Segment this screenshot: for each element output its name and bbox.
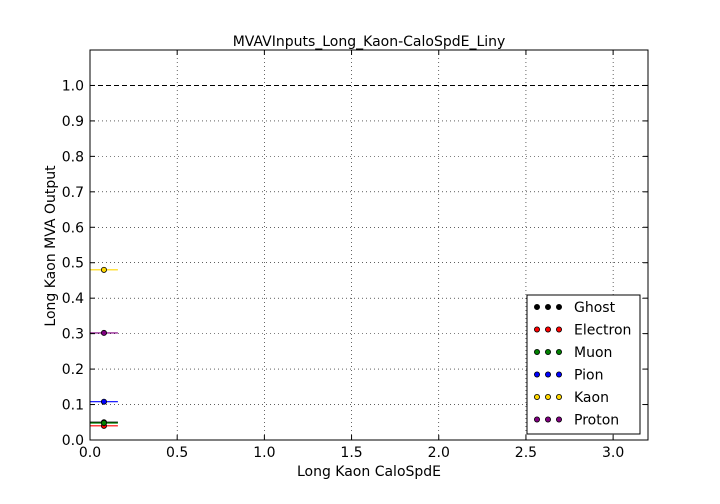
data-point xyxy=(100,266,107,273)
data-point xyxy=(100,419,107,426)
legend-marker xyxy=(556,326,563,333)
legend-label: Proton xyxy=(574,413,619,429)
y-axis-ticks: 0.0 0.1 0.2 0.3 0.4 0.5 0.6 0.7 0.8 0.9 1.0 xyxy=(62,78,648,449)
y-tick-label: 0.9 xyxy=(62,114,84,130)
legend-marker xyxy=(534,371,541,378)
legend-entry-pion: Pion xyxy=(534,368,603,384)
legend-label: Muon xyxy=(574,345,612,361)
legend-label: Ghost xyxy=(574,300,616,316)
legend-marker xyxy=(545,348,552,355)
y-tick-label: 1.0 xyxy=(62,78,84,94)
y-axis-title: Long Kaon MVA Output xyxy=(43,165,59,327)
legend-entry-muon: Muon xyxy=(534,345,612,361)
legend-marker xyxy=(545,326,552,333)
series-pion xyxy=(90,398,118,405)
x-tick-label: 2.5 xyxy=(515,445,537,461)
legend-entry-kaon: Kaon xyxy=(534,390,609,406)
legend-label: Pion xyxy=(574,368,603,384)
y-tick-label: 0.7 xyxy=(62,185,84,201)
x-axis-ticks: 0.0 0.5 1.0 1.5 2.0 2.5 3.0 xyxy=(79,50,624,461)
series-kaon xyxy=(90,266,118,273)
x-tick-label: 2.0 xyxy=(428,445,450,461)
series-muon xyxy=(90,419,118,426)
y-tick-label: 0.1 xyxy=(62,398,84,414)
legend-entry-proton: Proton xyxy=(534,413,619,429)
plot-frame xyxy=(89,49,649,441)
legend-entry-electron: Electron xyxy=(534,323,631,339)
y-tick-label: 0.4 xyxy=(62,291,84,307)
legend: Ghost Electron Muon Pion Kaon Proton xyxy=(526,294,641,435)
y-tick-label: 0.6 xyxy=(62,220,84,236)
data-point xyxy=(100,329,107,336)
data-point xyxy=(100,398,107,405)
legend-marker xyxy=(534,393,541,400)
legend-entry-ghost: Ghost xyxy=(534,300,616,316)
legend-marker xyxy=(534,303,541,310)
x-axis-title: Long Kaon CaloSpdE xyxy=(297,464,441,480)
legend-marker xyxy=(545,416,552,423)
legend-marker xyxy=(545,303,552,310)
y-tick-label: 0.3 xyxy=(62,327,84,343)
chart-title: MVAVInputs_Long_Kaon-CaloSpdE_Liny xyxy=(233,34,506,50)
x-tick-label: 0.5 xyxy=(166,445,188,461)
x-tick-label: 1.5 xyxy=(340,445,362,461)
legend-marker xyxy=(534,416,541,423)
legend-marker xyxy=(556,348,563,355)
legend-marker xyxy=(534,326,541,333)
y-tick-label: 0.8 xyxy=(62,149,84,165)
legend-marker xyxy=(556,303,563,310)
legend-label: Electron xyxy=(574,323,631,339)
legend-marker xyxy=(556,371,563,378)
x-tick-label: 1.0 xyxy=(253,445,275,461)
legend-marker xyxy=(556,393,563,400)
series-layer xyxy=(90,266,118,429)
legend-marker xyxy=(545,371,552,378)
y-tick-label: 0.0 xyxy=(62,433,84,449)
legend-marker xyxy=(556,416,563,423)
x-tick-label: 3.0 xyxy=(602,445,624,461)
y-tick-label: 0.2 xyxy=(62,362,84,378)
legend-box xyxy=(526,294,641,435)
x-tick-label: 0.0 xyxy=(79,445,101,461)
legend-marker xyxy=(545,393,552,400)
series-proton xyxy=(90,329,118,336)
y-tick-label: 0.5 xyxy=(62,256,84,272)
legend-marker xyxy=(534,348,541,355)
legend-label: Kaon xyxy=(574,390,609,406)
